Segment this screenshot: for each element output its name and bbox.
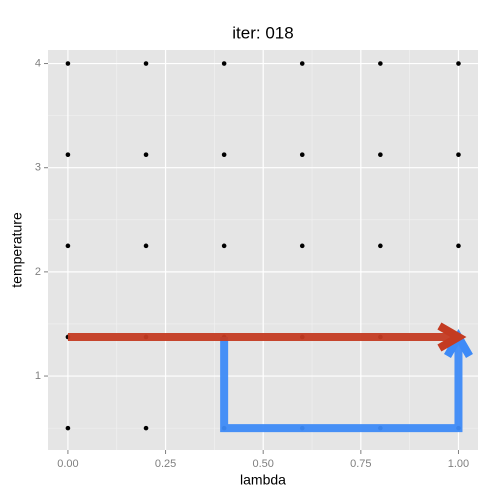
point: [65, 61, 71, 66]
point: [299, 61, 305, 66]
point: [143, 152, 149, 157]
x-tick-label: 0.75: [350, 458, 371, 470]
point: [143, 243, 149, 249]
y-tick-label: 3: [35, 162, 41, 174]
x-tick-label: 0.50: [252, 458, 273, 470]
point: [378, 243, 383, 249]
point: [221, 152, 227, 157]
point: [456, 152, 461, 157]
point: [143, 425, 149, 431]
arrow-path: [67, 322, 467, 352]
y-tick-label: 2: [35, 266, 41, 278]
point: [221, 243, 227, 249]
point: [65, 425, 71, 431]
x-tick-label: 0.00: [57, 458, 78, 470]
point: [221, 61, 227, 66]
chart-title: iter: 018: [232, 23, 293, 42]
point: [299, 152, 305, 157]
x-axis-label: lambda: [240, 472, 286, 488]
point: [456, 61, 461, 66]
point: [378, 61, 383, 66]
point: [456, 243, 461, 249]
x-tick-label: 1.00: [448, 458, 469, 470]
y-axis-label: temperature: [9, 212, 25, 288]
y-tick-label: 1: [35, 370, 41, 382]
arrow-part: [220, 336, 463, 433]
point: [65, 243, 71, 249]
point: [65, 152, 71, 157]
x-tick-label: 0.25: [155, 458, 176, 470]
point: [143, 61, 149, 66]
y-tick-label: 4: [35, 57, 41, 69]
point: [299, 243, 305, 249]
point: [378, 152, 383, 157]
arrow-part: [437, 322, 467, 352]
